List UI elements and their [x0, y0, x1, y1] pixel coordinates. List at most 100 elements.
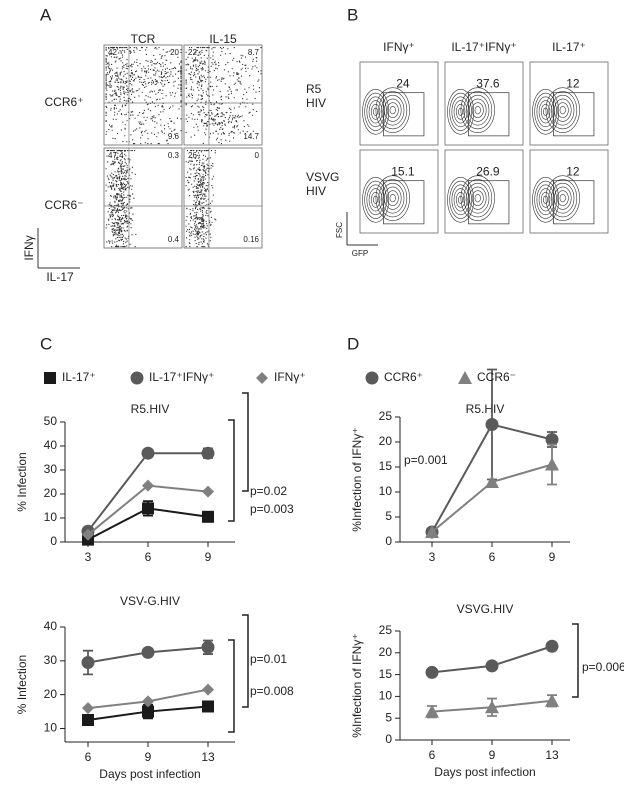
y-tick-label: 40	[44, 619, 58, 633]
x-tick-label: 9	[549, 550, 556, 564]
marker	[458, 371, 472, 384]
contour	[466, 182, 490, 214]
gate	[383, 180, 425, 225]
y-tick-label: 50	[44, 414, 58, 428]
marker	[141, 446, 155, 460]
contour	[460, 87, 495, 133]
contour	[364, 180, 387, 219]
quadrant-value: 0	[255, 151, 260, 160]
significance-bracket	[242, 614, 249, 708]
x-axis-label: Days post infection	[434, 765, 535, 779]
contour	[538, 100, 553, 124]
contour	[474, 194, 481, 203]
plot-frame	[529, 149, 609, 234]
significance-bracket	[572, 623, 579, 698]
gate-value: 24	[396, 77, 410, 91]
plot-frame	[444, 61, 524, 146]
plot-frame	[183, 44, 263, 146]
gate	[553, 180, 595, 225]
y-tick-label: 20	[44, 687, 58, 701]
marker	[202, 700, 214, 713]
contour	[554, 98, 572, 122]
y-tick-label: 0	[385, 732, 392, 746]
marker	[545, 693, 559, 707]
y-tick-label: 25	[379, 409, 393, 423]
y-tick-label: 20	[379, 645, 393, 659]
contour	[378, 179, 408, 218]
plot-frame	[529, 61, 609, 146]
p-value: p=0.006	[582, 660, 624, 674]
panel-letter: C	[40, 334, 52, 353]
contour	[362, 177, 390, 223]
y-axis-label: % Infection	[15, 452, 29, 511]
contour	[551, 182, 575, 214]
legend-label: IL-17⁺	[62, 370, 96, 384]
contour	[469, 98, 487, 122]
marker	[256, 372, 268, 384]
marker	[485, 418, 499, 431]
contour	[455, 192, 466, 208]
marker	[141, 645, 155, 659]
contour	[449, 180, 472, 219]
quadrant-value: 47.4	[108, 151, 124, 160]
contour	[471, 102, 484, 118]
gate	[383, 92, 425, 137]
cytometry-dots	[185, 150, 217, 248]
contour	[543, 195, 549, 204]
contour	[554, 186, 572, 210]
p-value: p=0.001	[404, 453, 448, 467]
contour	[545, 87, 580, 133]
x-tick-label: 6	[145, 550, 152, 564]
x-tick-label: 6	[85, 750, 92, 764]
y-tick-label: 30	[44, 462, 58, 476]
row-label: R5	[306, 82, 322, 96]
marker	[142, 695, 154, 708]
contour	[474, 106, 481, 115]
x-tick-label: 9	[145, 750, 152, 764]
y-axis-label: %Infection of IFNγ⁺	[350, 427, 364, 531]
quadrant-value: 0.3	[168, 151, 180, 160]
contour	[559, 106, 566, 115]
x-tick-label: 13	[201, 750, 215, 764]
x-tick-label: 3	[429, 550, 436, 564]
y-axis-label: FSC	[335, 222, 344, 238]
contour	[384, 98, 402, 122]
contour	[381, 94, 405, 126]
plot-frame	[359, 149, 439, 234]
contour	[538, 188, 553, 212]
y-tick-label: 20	[379, 434, 393, 448]
contour	[460, 175, 495, 221]
contour	[540, 192, 551, 208]
plot-frame	[103, 147, 183, 249]
row-label: HIV	[306, 184, 326, 198]
quadrant-value: 9.6	[168, 132, 180, 141]
y-tick-label: 10	[379, 484, 393, 498]
marker	[44, 372, 56, 384]
gate-value: 15.1	[391, 165, 415, 179]
marker	[142, 502, 154, 515]
contour	[556, 102, 569, 118]
quadrant-value: 14.7	[243, 132, 259, 141]
contour	[370, 192, 381, 208]
gate-value: 12	[566, 77, 580, 91]
contour	[375, 87, 410, 133]
contour	[453, 100, 468, 124]
gate-value: 26.9	[476, 165, 500, 179]
cytometry-dots	[185, 47, 262, 145]
gate-value: 12	[566, 165, 580, 179]
contour	[368, 100, 383, 124]
contour	[532, 177, 560, 223]
legend-label: CCR6⁺	[384, 370, 423, 384]
contour	[381, 182, 405, 214]
marker	[545, 457, 559, 471]
marker	[142, 705, 154, 718]
marker	[201, 640, 215, 654]
contour	[455, 104, 466, 120]
x-axis-label: GFP	[352, 249, 368, 258]
contour	[551, 94, 575, 126]
y-tick-label: 20	[44, 486, 58, 500]
contour	[386, 102, 399, 118]
x-tick-label: 9	[205, 550, 212, 564]
